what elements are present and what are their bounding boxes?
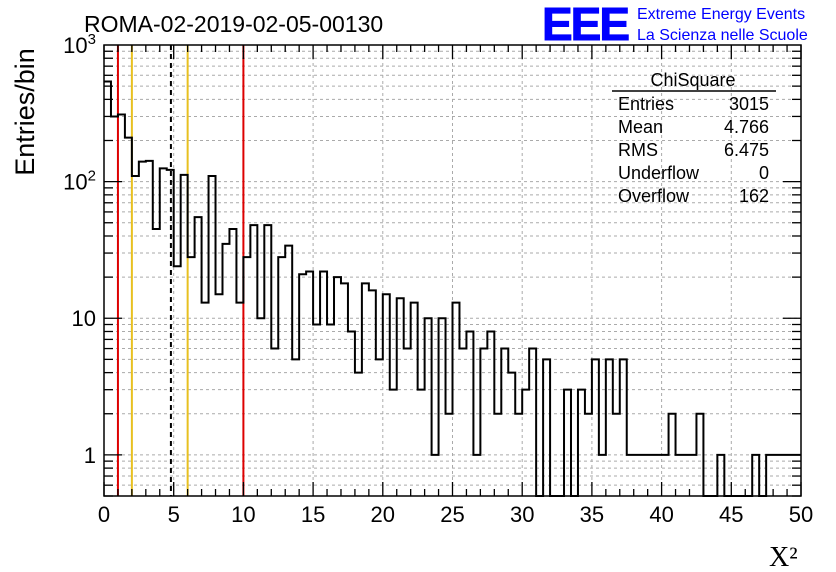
stats-value-underflow: 0: [759, 163, 769, 183]
stats-value-overflow: 162: [739, 186, 769, 206]
stats-title: ChiSquare: [650, 70, 735, 90]
x-tick-label: 10: [231, 502, 255, 527]
stats-label-rms: RMS: [618, 140, 658, 160]
axis-ticks: [103, 45, 802, 497]
stats-label-overflow: Overflow: [618, 186, 690, 206]
y-tick-label: 103: [63, 31, 96, 58]
x-tick-label: 0: [98, 502, 110, 527]
x-tick-label: 5: [168, 502, 180, 527]
stats-value-rms: 6.475: [724, 140, 769, 160]
stats-value-entries: 3015: [729, 94, 769, 114]
x-tick-label: 25: [440, 502, 464, 527]
run-title: ROMA-02-2019-02-05-00130: [84, 11, 383, 37]
eee-logo: EEE: [542, 0, 630, 50]
logo-line2: La Scienza nelle Scuole: [637, 27, 808, 44]
x-tick-label: 50: [789, 502, 813, 527]
y-tick-label: 1: [84, 443, 96, 468]
stats-value-mean: 4.766: [724, 117, 769, 137]
x-tick-label: 30: [510, 502, 534, 527]
stats-label-underflow: Underflow: [618, 163, 700, 183]
logo-line1: Extreme Energy Events: [637, 6, 805, 23]
y-tick-labels: 1 10 102 103: [63, 31, 96, 468]
x-tick-label: 35: [580, 502, 604, 527]
x-axis-label: X²: [769, 542, 798, 572]
x-tick-labels: 0 5 10 15 20 25 30 35 40 45 50: [98, 502, 813, 527]
x-tick-label: 15: [301, 502, 325, 527]
y-tick-label: 10: [72, 306, 96, 331]
y-tick-label: 102: [63, 168, 96, 195]
x-tick-label: 20: [371, 502, 395, 527]
stats-label-mean: Mean: [618, 117, 663, 137]
y-axis-label: Entries/bin: [10, 48, 40, 176]
stats-label-entries: Entries: [618, 94, 674, 114]
x-tick-label: 45: [719, 502, 743, 527]
x-tick-label: 40: [649, 502, 673, 527]
histogram-steps: [104, 80, 801, 497]
stats-box: ChiSquare Entries 3015 Mean 4.766 RMS 6.…: [612, 70, 776, 206]
